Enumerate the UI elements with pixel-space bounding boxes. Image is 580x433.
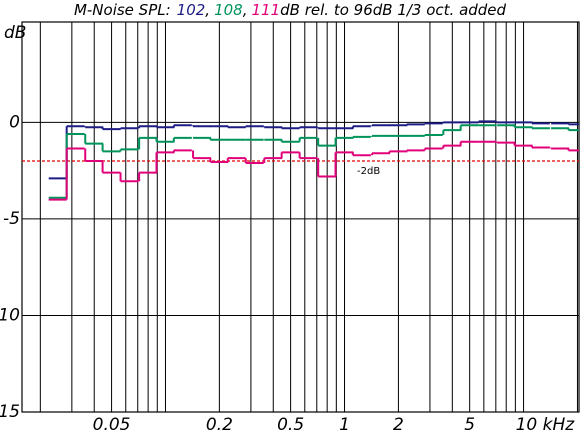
x-tick-label: 1 [339, 415, 350, 433]
y-tick-label: -10 [0, 305, 20, 325]
title-text: dB rel. to 96dB 1/3 oct. added [280, 1, 506, 19]
y-tick-label: 0 [9, 112, 20, 132]
legend-entry: 102 [177, 1, 206, 19]
legend-entry: 108 [214, 1, 243, 19]
y-tick-label: -5 [3, 209, 20, 229]
y-tick-label: -15 [0, 402, 20, 422]
chart-title: M-Noise SPL: 102, 108, 111dB rel. to 96dB 1… [74, 1, 507, 19]
x-tick-label: 5 [464, 415, 475, 433]
title-text: , [243, 1, 248, 19]
x-tick-label: 10 kHz [516, 415, 576, 433]
x-tick-label: 0.05 [93, 415, 131, 433]
reference-label: -2dB [357, 166, 380, 177]
plot-border [21, 21, 580, 413]
legend-entry: 111 [252, 1, 281, 19]
x-tick-label: 0.2 [206, 415, 233, 433]
x-tick-label: 0.5 [277, 415, 304, 433]
title-text: , [205, 1, 210, 19]
title-text: M-Noise SPL: [74, 1, 171, 19]
y-axis-label: dB [4, 23, 26, 43]
x-tick-label: 2 [393, 415, 404, 433]
